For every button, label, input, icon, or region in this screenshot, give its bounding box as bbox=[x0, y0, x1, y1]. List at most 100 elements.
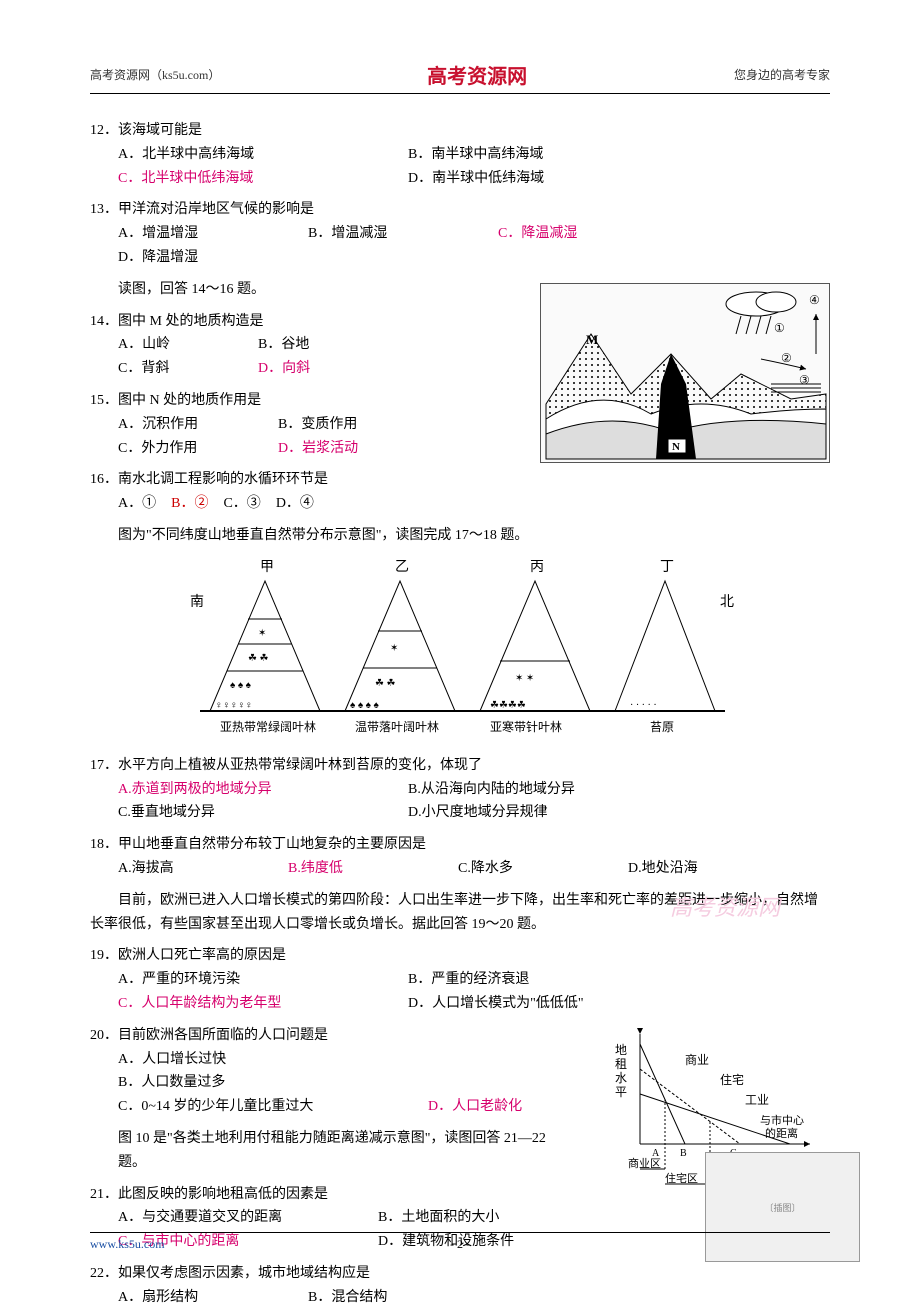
q19-opt-b: B．严重的经济衰退 bbox=[408, 968, 668, 992]
q16-opt-d: D．④ bbox=[276, 492, 314, 516]
q16-text: 16．南水北调工程影响的水循环环节是 bbox=[90, 468, 830, 492]
page-footer: www.ks5u.com - 2 - bbox=[90, 1232, 830, 1252]
svg-text:②: ② bbox=[781, 351, 792, 365]
svg-text:住宅区: 住宅区 bbox=[665, 1171, 698, 1185]
intro-21-22: 图 10 是"各类土地利用付租能力随距离递减示意图"，读图回答 21—22 题。 bbox=[90, 1127, 570, 1175]
svg-text:商业: 商业 bbox=[685, 1052, 709, 1067]
svg-text:♀♀♀♀♀: ♀♀♀♀♀ bbox=[215, 700, 253, 711]
question-16: 16．南水北调工程影响的水循环环节是 A．① B．② C．③ D．④ bbox=[90, 468, 830, 516]
q20-opt-a: A．人口增长过快 bbox=[118, 1048, 378, 1072]
q17-opt-b: B.从沿海向内陆的地域分异 bbox=[408, 778, 668, 802]
header-left: 高考资源网（ks5u.com） bbox=[90, 66, 220, 83]
header-center: 高考资源网 bbox=[427, 60, 527, 89]
q13-text: 13．甲洋流对沿岸地区气候的影响是 bbox=[90, 198, 830, 222]
svg-text:水: 水 bbox=[615, 1071, 627, 1085]
q19-opt-a: A．严重的环境污染 bbox=[118, 968, 378, 992]
q15-opt-d: D．岩浆活动 bbox=[278, 437, 358, 461]
figure-vertical-zones: 甲 乙 丙 丁 南 北 ♀♀♀♀♀ ♠ ♠ ♠ ☘ ☘ ✶ ♠ ♠ ♠ ♠ ☘ … bbox=[180, 556, 740, 746]
svg-text:乙: 乙 bbox=[395, 559, 409, 575]
q14-opt-d: D．向斜 bbox=[258, 357, 310, 381]
svg-text:住宅: 住宅 bbox=[720, 1072, 744, 1087]
q22-opt-a: A．扇形结构 bbox=[118, 1286, 278, 1309]
svg-text:苔原: 苔原 bbox=[650, 720, 674, 734]
svg-text:亚热带常绿阔叶林: 亚热带常绿阔叶林 bbox=[220, 719, 316, 734]
q13-opt-b: B．增温减湿 bbox=[308, 222, 468, 246]
svg-text:工业: 工业 bbox=[745, 1093, 769, 1107]
footer-url: www.ks5u.com bbox=[90, 1237, 165, 1252]
q19-opt-c: C．人口年龄结构为老年型 bbox=[118, 992, 378, 1016]
svg-text:④: ④ bbox=[809, 293, 820, 307]
header-right: 您身边的高考专家 bbox=[734, 66, 830, 83]
q13-opt-a: A．增温增湿 bbox=[118, 222, 278, 246]
svg-text:♠ ♠ ♠: ♠ ♠ ♠ bbox=[230, 680, 252, 691]
question-13: 13．甲洋流对沿岸地区气候的影响是 A．增温增湿 B．增温减湿 C．降温减湿 D… bbox=[90, 198, 830, 269]
q16-opt-c: C．③ bbox=[223, 492, 260, 516]
q18-opt-a: A.海拔高 bbox=[118, 857, 258, 881]
page-header: 高考资源网（ks5u.com） 高考资源网 您身边的高考专家 bbox=[90, 60, 830, 94]
svg-text:亚寒带针叶林: 亚寒带针叶林 bbox=[490, 719, 562, 734]
q18-opt-b: B.纬度低 bbox=[288, 857, 428, 881]
q15-opt-b: B．变质作用 bbox=[278, 413, 357, 437]
question-19: 19．欧洲人口死亡率高的原因是 A．严重的环境污染 B．严重的经济衰退 C．人口… bbox=[90, 944, 830, 1015]
svg-text:✶: ✶ bbox=[258, 628, 266, 639]
question-12: 12．该海域可能是 A．北半球中高纬海域 B．南半球中高纬海域 C．北半球中低纬… bbox=[90, 119, 830, 190]
svg-text:温带落叶阔叶林: 温带落叶阔叶林 bbox=[355, 720, 439, 734]
svg-text:商业区: 商业区 bbox=[628, 1156, 661, 1170]
q20-opt-d: D．人口老龄化 bbox=[428, 1095, 522, 1119]
svg-text:南: 南 bbox=[190, 594, 204, 610]
q14-opt-b: B．谷地 bbox=[258, 333, 309, 357]
q14-opt-a: A．山岭 bbox=[118, 333, 228, 357]
svg-text:☘ ☘: ☘ ☘ bbox=[248, 653, 268, 664]
svg-text:与市中心: 与市中心 bbox=[760, 1113, 804, 1127]
intro-17-18: 图为"不同纬度山地垂直自然带分布示意图"，读图完成 17～18 题。 bbox=[90, 524, 830, 548]
q19-text: 19．欧洲人口死亡率高的原因是 bbox=[90, 944, 830, 968]
q19-opt-d: D．人口增长模式为"低低低" bbox=[408, 992, 668, 1016]
svg-text:M: M bbox=[586, 332, 598, 347]
q22-opt-b: B．混合结构 bbox=[308, 1286, 387, 1309]
watermark: 高考资源网 bbox=[670, 890, 780, 922]
svg-text:丙: 丙 bbox=[530, 560, 544, 575]
q14-opt-c: C．背斜 bbox=[118, 357, 228, 381]
q17-opt-a: A.赤道到两极的地域分异 bbox=[118, 778, 378, 802]
svg-text:♠ ♠ ♠ ♠: ♠ ♠ ♠ ♠ bbox=[350, 700, 379, 711]
q13-opt-d: D．降温增湿 bbox=[118, 246, 278, 270]
svg-text:租: 租 bbox=[615, 1057, 627, 1071]
figure-geology: ① ④ ② ③ N M bbox=[540, 283, 830, 463]
q17-opt-c: C.垂直地域分异 bbox=[118, 801, 378, 825]
footer-page: - 2 - bbox=[450, 1237, 470, 1252]
svg-text:丁: 丁 bbox=[660, 560, 674, 575]
q13-opt-c: C．降温减湿 bbox=[498, 222, 658, 246]
q15-opt-c: C．外力作用 bbox=[118, 437, 248, 461]
q20-opt-b: B．人口数量过多 bbox=[118, 1071, 378, 1095]
q16-opt-a: A．① bbox=[118, 492, 156, 516]
q17-opt-d: D.小尺度地域分异规律 bbox=[408, 801, 668, 825]
question-18: 18．甲山地垂直自然带分布较丁山地复杂的主要原因是 A.海拔高 B.纬度低 C.… bbox=[90, 833, 830, 881]
q20-opt-c: C．0~14 岁的少年儿童比重过大 bbox=[118, 1095, 398, 1119]
svg-text:B: B bbox=[680, 1148, 687, 1159]
q12-opt-c: C．北半球中低纬海域 bbox=[118, 167, 378, 191]
svg-text:北: 北 bbox=[720, 594, 734, 610]
q16-opt-b: B．② bbox=[171, 492, 208, 516]
svg-text:· · · · ·: · · · · · bbox=[630, 700, 657, 711]
q21-opt-a: A．与交通要道交叉的距离 bbox=[118, 1206, 348, 1230]
q18-text: 18．甲山地垂直自然带分布较丁山地复杂的主要原因是 bbox=[90, 833, 830, 857]
q18-opt-c: C.降水多 bbox=[458, 857, 598, 881]
q12-text: 12．该海域可能是 bbox=[90, 119, 830, 143]
svg-text:☘☘☘☘: ☘☘☘☘ bbox=[490, 700, 526, 711]
svg-text:③: ③ bbox=[799, 373, 810, 387]
svg-text:N: N bbox=[672, 441, 680, 453]
svg-text:的距离: 的距离 bbox=[765, 1126, 798, 1140]
q22-text: 22．如果仅考虑图示因素，城市地域结构应是 bbox=[90, 1262, 830, 1286]
svg-text:平: 平 bbox=[615, 1085, 627, 1099]
question-17: 17．水平方向上植被从亚热带常绿阔叶林到苔原的变化，体现了 A.赤道到两极的地域… bbox=[90, 754, 830, 825]
svg-text:地: 地 bbox=[615, 1043, 627, 1057]
svg-text:✶ ✶: ✶ ✶ bbox=[515, 673, 534, 684]
q12-opt-d: D．南半球中低纬海域 bbox=[408, 167, 668, 191]
q12-opt-a: A．北半球中高纬海域 bbox=[118, 143, 378, 167]
svg-text:①: ① bbox=[774, 321, 785, 335]
q21-opt-b: B．土地面积的大小 bbox=[378, 1206, 499, 1230]
q12-opt-b: B．南半球中高纬海域 bbox=[408, 143, 668, 167]
svg-text:甲: 甲 bbox=[260, 560, 274, 575]
svg-text:✶: ✶ bbox=[390, 643, 398, 654]
svg-text:☘ ☘: ☘ ☘ bbox=[375, 678, 395, 689]
